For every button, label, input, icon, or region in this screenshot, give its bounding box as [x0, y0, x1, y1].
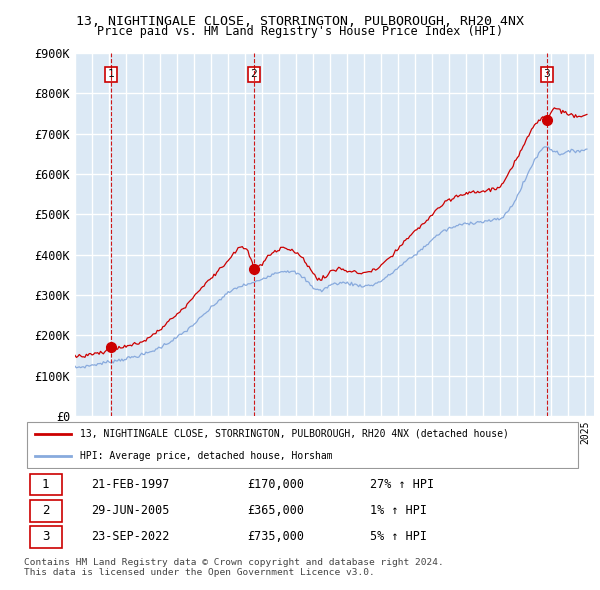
Text: £170,000: £170,000	[247, 478, 304, 491]
Text: Price paid vs. HM Land Registry's House Price Index (HPI): Price paid vs. HM Land Registry's House …	[97, 25, 503, 38]
Text: Contains HM Land Registry data © Crown copyright and database right 2024.
This d: Contains HM Land Registry data © Crown c…	[24, 558, 444, 577]
Text: 1% ↑ HPI: 1% ↑ HPI	[370, 504, 427, 517]
FancyBboxPatch shape	[27, 422, 578, 468]
Text: 2: 2	[42, 504, 50, 517]
Text: 1: 1	[42, 478, 50, 491]
Text: 1: 1	[108, 70, 115, 80]
Text: £365,000: £365,000	[247, 504, 304, 517]
FancyBboxPatch shape	[29, 474, 62, 496]
Text: 13, NIGHTINGALE CLOSE, STORRINGTON, PULBOROUGH, RH20 4NX: 13, NIGHTINGALE CLOSE, STORRINGTON, PULB…	[76, 15, 524, 28]
Text: £735,000: £735,000	[247, 530, 304, 543]
FancyBboxPatch shape	[29, 526, 62, 548]
Text: HPI: Average price, detached house, Horsham: HPI: Average price, detached house, Hors…	[80, 451, 332, 461]
Text: 13, NIGHTINGALE CLOSE, STORRINGTON, PULBOROUGH, RH20 4NX (detached house): 13, NIGHTINGALE CLOSE, STORRINGTON, PULB…	[80, 429, 509, 439]
FancyBboxPatch shape	[29, 500, 62, 522]
Text: 2: 2	[250, 70, 257, 80]
Text: 5% ↑ HPI: 5% ↑ HPI	[370, 530, 427, 543]
Text: 23-SEP-2022: 23-SEP-2022	[91, 530, 169, 543]
Text: 29-JUN-2005: 29-JUN-2005	[91, 504, 169, 517]
Text: 3: 3	[42, 530, 50, 543]
Text: 3: 3	[544, 70, 550, 80]
Text: 21-FEB-1997: 21-FEB-1997	[91, 478, 169, 491]
Text: 27% ↑ HPI: 27% ↑ HPI	[370, 478, 434, 491]
